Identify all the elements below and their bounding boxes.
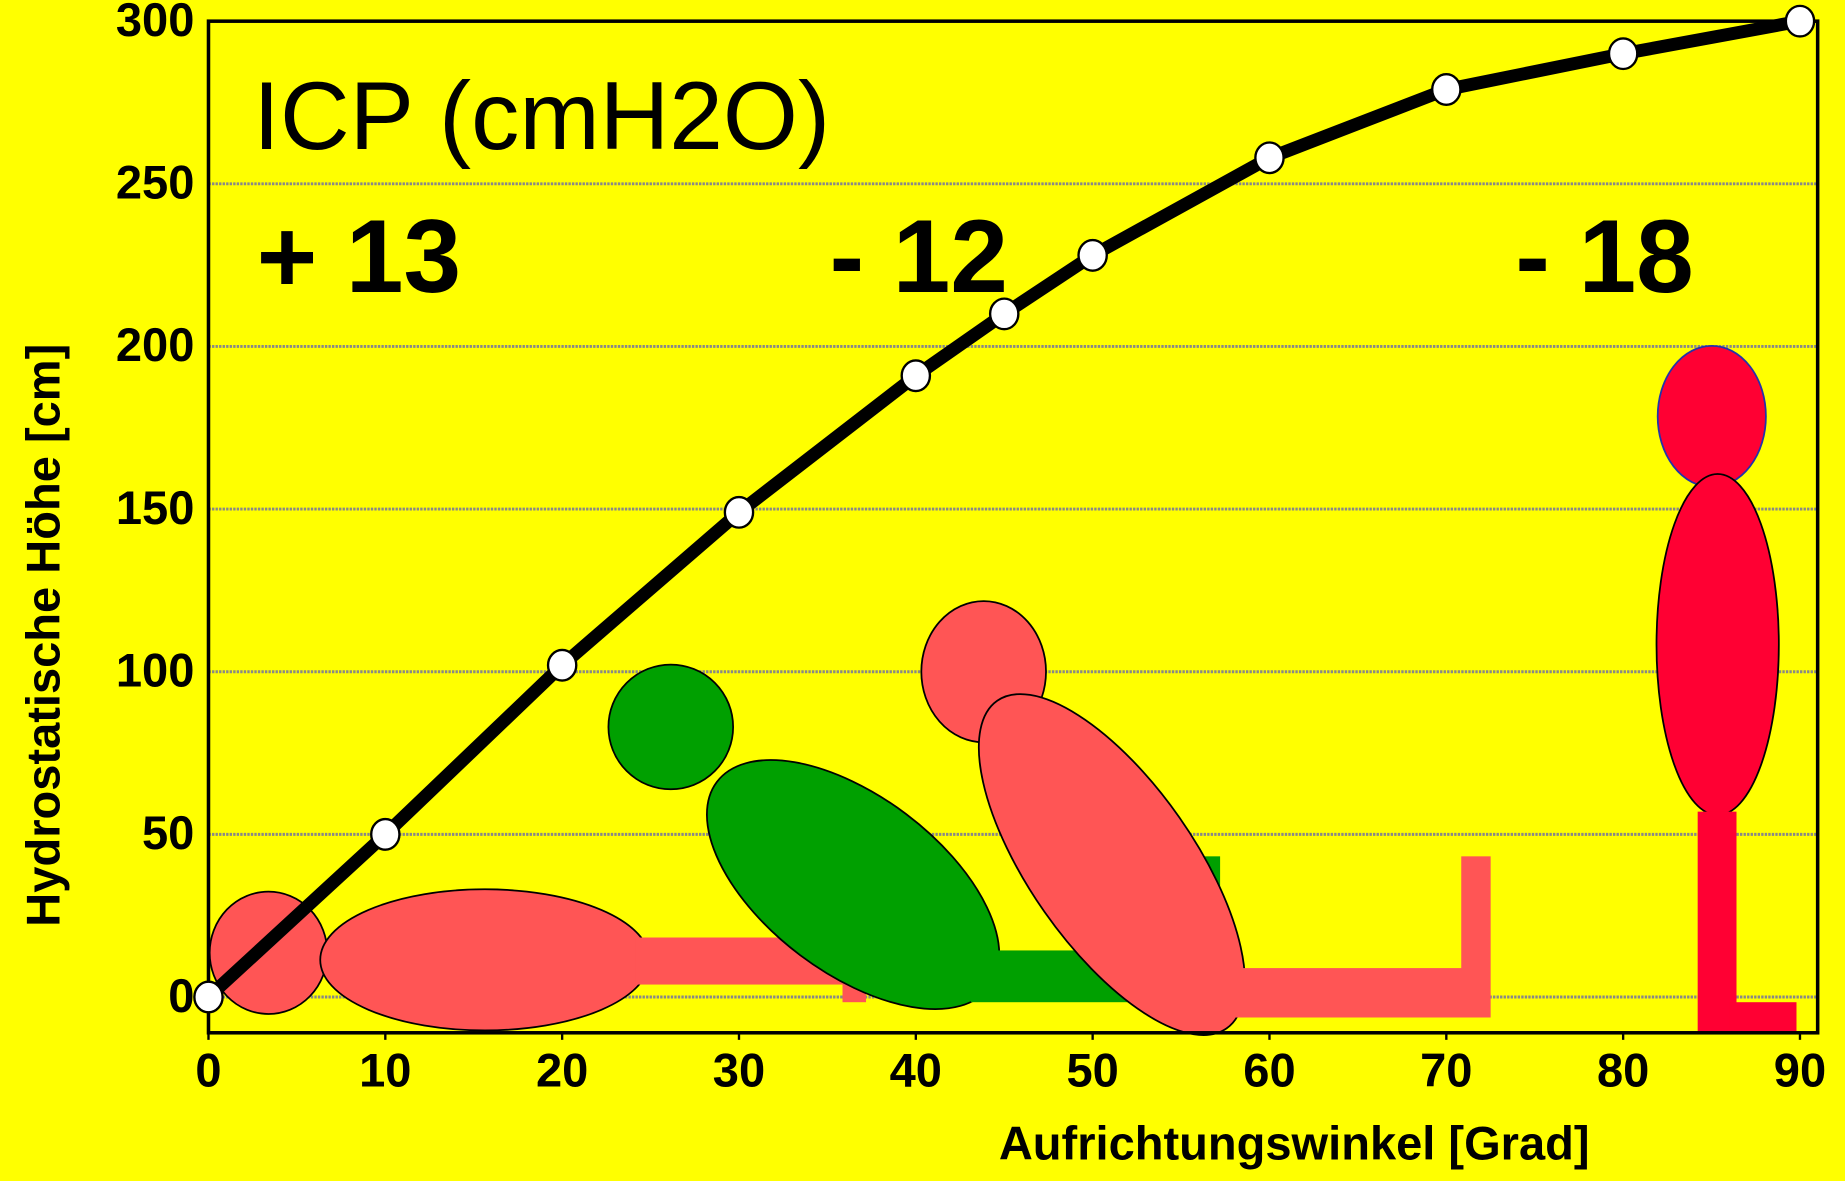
annotation: ICP (cmH2O) bbox=[253, 63, 830, 170]
body-standing bbox=[1657, 474, 1779, 815]
data-point bbox=[1432, 74, 1460, 105]
data-point bbox=[1079, 240, 1107, 271]
y-tick-label: 50 bbox=[142, 806, 194, 859]
x-tick-label: 20 bbox=[536, 1043, 588, 1096]
x-tick-label: 70 bbox=[1420, 1043, 1472, 1096]
y-tick-label: 250 bbox=[116, 156, 194, 209]
annotation: - 18 bbox=[1515, 198, 1693, 314]
x-axis-title: Aufrichtungswinkel [Grad] bbox=[999, 1116, 1590, 1169]
y-tick-label: 100 bbox=[116, 644, 194, 697]
data-point bbox=[1255, 142, 1283, 173]
x-tick-label: 50 bbox=[1066, 1043, 1118, 1096]
x-tick-label: 0 bbox=[195, 1043, 221, 1096]
body-lying bbox=[320, 889, 649, 1030]
data-point bbox=[194, 982, 222, 1013]
feet-standing bbox=[1729, 1002, 1796, 1033]
annotation: + 13 bbox=[257, 198, 461, 314]
x-tick-label: 40 bbox=[890, 1043, 942, 1096]
data-point bbox=[1609, 38, 1637, 69]
x-tick-label: 80 bbox=[1597, 1043, 1649, 1096]
chart: ICP (cmH2O) + 13 - 12 - 18 Aufrichtungsw… bbox=[0, 0, 1845, 1181]
y-tick-label: 150 bbox=[116, 481, 194, 534]
annotation: - 12 bbox=[830, 198, 1008, 314]
head-30 bbox=[608, 665, 733, 790]
data-point bbox=[902, 360, 930, 391]
data-point bbox=[548, 650, 576, 681]
y-tick-label: 300 bbox=[116, 0, 194, 46]
x-tick-label: 10 bbox=[359, 1043, 411, 1096]
y-axis-title: Hydrostatische Höhe [cm] bbox=[17, 344, 70, 927]
x-tick-label: 30 bbox=[713, 1043, 765, 1096]
x-tick-label: 90 bbox=[1774, 1043, 1826, 1096]
feet-45 bbox=[1461, 856, 1490, 1017]
page: {"chart_data": {"type": "line", "annotat… bbox=[0, 0, 1845, 1181]
data-point bbox=[725, 497, 753, 528]
head-standing bbox=[1658, 346, 1766, 487]
data-point bbox=[990, 299, 1018, 330]
legs-45 bbox=[1235, 968, 1476, 1017]
x-tick-label: 60 bbox=[1243, 1043, 1295, 1096]
data-point bbox=[1786, 6, 1814, 37]
data-point bbox=[371, 819, 399, 850]
y-tick-label: 200 bbox=[116, 318, 194, 371]
y-tick-label: 0 bbox=[168, 969, 194, 1022]
legs-standing bbox=[1698, 812, 1737, 1033]
